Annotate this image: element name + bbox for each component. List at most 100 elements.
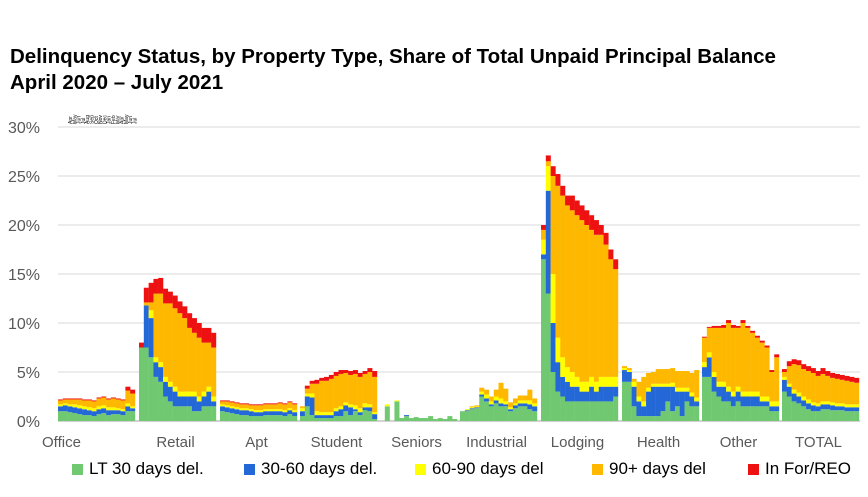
month-label: Nov: [98, 115, 104, 124]
bar-segment: [272, 404, 278, 410]
bar-segment: [82, 400, 88, 407]
bar-segment: [764, 396, 770, 402]
bar-segment: [854, 382, 860, 405]
bar-segment: [258, 416, 264, 421]
bar-segment: [229, 413, 235, 421]
bar-segment: [646, 416, 652, 421]
bar-segment: [555, 391, 561, 421]
bar-segment: [801, 406, 807, 421]
bar-segment: [224, 400, 230, 402]
bar-segment: [362, 373, 368, 404]
bar-segment: [711, 327, 717, 372]
bar-segment: [839, 406, 845, 411]
bar-segment: [517, 406, 523, 421]
bar-segment: [541, 229, 547, 240]
bar-segment: [206, 406, 212, 421]
bar-segment: [584, 210, 590, 225]
bar-segment: [239, 404, 245, 409]
bar-segment: [72, 399, 78, 405]
chart-title-line-2: April 2020 – July 2021: [10, 71, 224, 94]
bar-segment: [626, 370, 632, 372]
bar-segment: [292, 403, 298, 405]
bar-segment: [58, 400, 64, 405]
bar-segment: [622, 381, 628, 421]
bar-segment: [622, 370, 628, 382]
bar-segment: [333, 411, 339, 417]
bar-segment: [603, 232, 609, 245]
bar-segment: [338, 370, 344, 374]
bar-segment: [469, 409, 475, 421]
bar-segment: [820, 401, 826, 405]
bar-segment: [282, 412, 288, 417]
bar-segment: [782, 379, 788, 392]
bar-segment: [706, 376, 712, 421]
bar-segment: [622, 366, 628, 369]
bar-segment: [508, 402, 514, 408]
bar-segment: [844, 411, 850, 421]
month-label: Apr: [120, 116, 126, 124]
bar-segment: [646, 387, 652, 392]
bar-segment: [110, 397, 116, 399]
bar-segment: [125, 406, 131, 412]
bar-segment: [224, 407, 230, 413]
bar-segment: [292, 410, 298, 413]
bar-segment: [248, 416, 254, 421]
bar-segment: [774, 406, 780, 412]
bar-segment: [272, 415, 278, 421]
bar-segment: [352, 370, 358, 374]
bar-segment: [730, 327, 736, 392]
bar-segment: [423, 418, 429, 421]
bar-segment: [603, 376, 609, 387]
bar-segment: [348, 374, 354, 405]
bar-segment: [253, 412, 259, 417]
bar-segment: [96, 398, 102, 407]
bar-segment: [820, 368, 826, 374]
bar-segment: [750, 332, 756, 392]
bar-segment: [172, 295, 178, 309]
bar-segment: [569, 195, 575, 211]
bar-segment: [343, 405, 349, 412]
bar-segment: [660, 386, 666, 412]
bar-segment: [187, 396, 193, 407]
bar-segment: [512, 408, 518, 421]
bar-segment: [830, 405, 836, 411]
bar-segment: [740, 320, 746, 323]
bar-segment: [560, 376, 566, 397]
bar-segment: [437, 418, 443, 421]
month-label: Jan: [107, 116, 113, 124]
bar-segment: [479, 396, 485, 421]
bar-segment: [148, 357, 154, 421]
bar-segment: [512, 405, 518, 409]
bar-segment: [810, 411, 816, 421]
bar-segment: [670, 382, 676, 387]
bar-segment: [801, 369, 807, 397]
bar-segment: [834, 378, 840, 404]
bar-segment: [177, 396, 183, 407]
bar-segment: [72, 404, 78, 408]
bar-segment: [239, 403, 245, 405]
bar-segment: [786, 386, 792, 397]
bar-segment: [177, 313, 183, 392]
bar-segment: [110, 407, 116, 411]
bar-segment: [394, 401, 400, 421]
bar-segment: [593, 381, 599, 392]
bar-segment: [201, 342, 207, 392]
bar-segment: [282, 416, 288, 421]
bar-segment: [220, 401, 226, 405]
bar-segment: [555, 362, 561, 392]
bar-segment: [579, 401, 585, 421]
bar-segment: [711, 325, 717, 328]
bar-segment: [569, 386, 575, 402]
bar-segment: [498, 382, 504, 399]
bar-segment: [229, 406, 235, 409]
bar-segment: [196, 401, 202, 412]
bar-segment: [352, 411, 358, 421]
bar-segment: [684, 387, 690, 392]
bar-segment: [550, 176, 556, 274]
bar-segment: [309, 380, 315, 384]
bar-segment: [304, 388, 310, 394]
bar-segment: [545, 155, 551, 162]
bar-segment: [394, 400, 400, 402]
bar-segment: [674, 406, 680, 421]
bar-segment: [268, 403, 274, 405]
